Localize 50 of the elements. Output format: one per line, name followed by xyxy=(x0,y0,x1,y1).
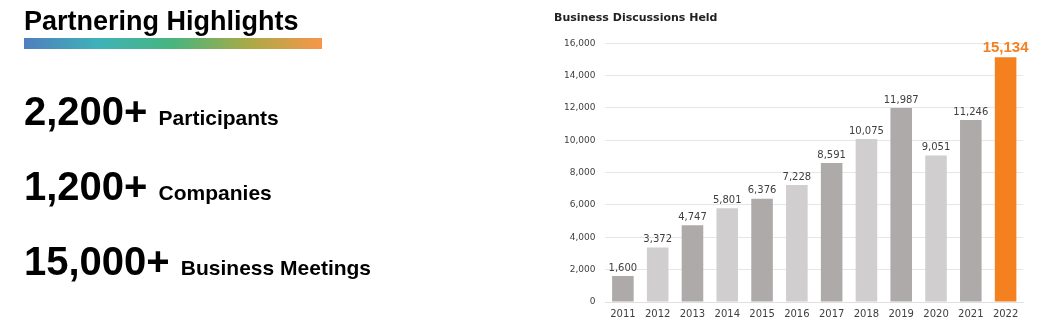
bar xyxy=(994,57,1017,302)
x-tick-label: 2017 xyxy=(818,307,845,319)
x-tick-label: 2018 xyxy=(853,307,880,319)
y-tick-label: 16,000 xyxy=(563,37,596,48)
x-tick-label: 2012 xyxy=(644,307,671,319)
bar xyxy=(890,108,913,302)
y-tick-label: 4,000 xyxy=(569,231,596,242)
x-tick-label: 2019 xyxy=(888,307,914,319)
x-tick-label: 2021 xyxy=(958,307,984,319)
data-label: 4,747 xyxy=(678,210,707,222)
bar xyxy=(612,276,634,302)
data-label: 6,376 xyxy=(747,184,777,196)
bar xyxy=(925,155,947,302)
x-tick-label: 2011 xyxy=(610,307,636,319)
data-label: 10,075 xyxy=(848,124,884,136)
data-label: 5,801 xyxy=(712,193,742,205)
data-label: 11,987 xyxy=(883,93,919,105)
bar xyxy=(820,163,843,302)
bar xyxy=(786,185,808,302)
data-label: 8,591 xyxy=(817,148,846,160)
x-tick-label: 2013 xyxy=(679,307,706,319)
x-tick-label: 2022 xyxy=(992,307,1019,319)
x-tick-label: 2020 xyxy=(923,307,949,319)
data-label: 1,600 xyxy=(608,261,638,273)
bar xyxy=(716,208,739,302)
x-tick-label: 2014 xyxy=(714,307,740,319)
text: 2,200+ Participants xyxy=(24,89,279,133)
bar xyxy=(751,198,773,302)
chart-title: Business Discussions Held xyxy=(554,11,718,25)
y-tick-label: 10,000 xyxy=(563,134,596,145)
bar xyxy=(646,247,669,302)
x-tick-label: 2016 xyxy=(784,307,810,319)
bar xyxy=(855,139,878,302)
text: 15,000+ Business Meetings xyxy=(24,239,372,283)
y-tick-label: 6,000 xyxy=(569,199,596,210)
x-tick-label: 2015 xyxy=(749,307,775,319)
y-tick-label: 8,000 xyxy=(569,166,596,177)
data-label: 11,246 xyxy=(953,105,989,117)
data-label: 3,372 xyxy=(643,233,672,245)
y-tick-label: 2,000 xyxy=(569,263,596,274)
y-tick-label: 14,000 xyxy=(563,69,596,80)
y-tick-label: 12,000 xyxy=(563,102,596,113)
data-label: 7,228 xyxy=(782,170,812,182)
bar xyxy=(681,225,704,302)
text: 1,200+ Companies xyxy=(24,164,272,208)
text: Partnering Highlights xyxy=(24,6,299,37)
bar xyxy=(960,120,982,302)
y-tick-label: 0 xyxy=(589,296,596,307)
data-label: 15,134 xyxy=(982,37,1030,55)
data-label: 9,051 xyxy=(921,141,951,153)
